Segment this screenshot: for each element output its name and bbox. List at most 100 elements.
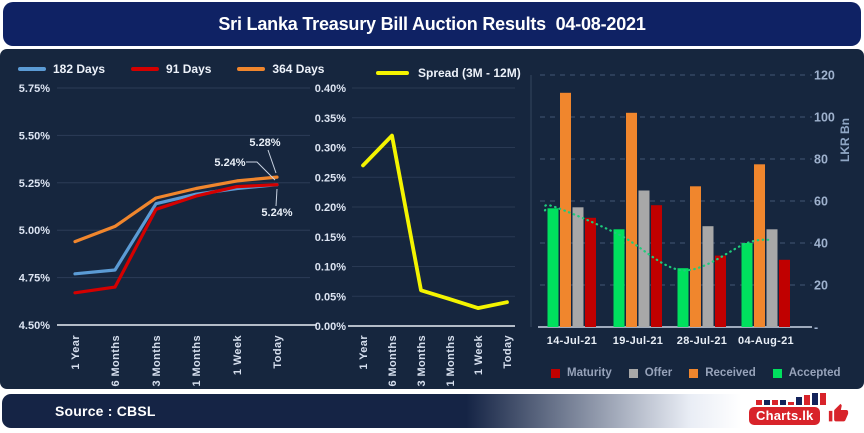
bar-accepted-04-aug-21 <box>741 243 753 327</box>
auction-y-tick: 20 <box>814 279 828 293</box>
yields-x-tick: Today <box>272 335 284 369</box>
data-label-91-days: 5.24% <box>261 207 292 219</box>
bar-accepted-14-jul-21 <box>547 208 559 327</box>
bar-maturity-19-jul-21 <box>651 205 662 327</box>
legend-item-accepted: Accepted <box>772 367 841 379</box>
legend-item-received: Received <box>689 367 756 379</box>
leader-line <box>246 161 276 181</box>
source-label: Source : CBSL <box>55 403 156 419</box>
data-label-182-days: 5.24% <box>214 157 245 169</box>
chart-panel: 5.75% 5.50% 5.25% 5.00% 4.75% 4.50% 1 Year 6 Mo… <box>0 49 864 389</box>
legend-item-offer: Offer <box>628 367 673 379</box>
legend-swatch-offer <box>628 368 638 378</box>
legend-label-accepted: Accepted <box>788 367 841 379</box>
legend-label-91-days: 91 Days <box>166 62 212 76</box>
auction-y-tick: 80 <box>814 153 828 167</box>
auction-x-tick: 04-Aug-21 <box>738 335 794 347</box>
bar-chart-icon <box>756 393 826 405</box>
yields-y-tick: 5.75% <box>19 83 50 95</box>
legend-label-received: Received <box>705 367 756 379</box>
legend-swatch-91-days <box>131 67 160 71</box>
title-bar: Sri Lanka Treasury Bill Auction Results … <box>3 2 861 46</box>
leader-line <box>275 188 278 207</box>
yields-y-tick: 5.25% <box>19 178 50 190</box>
page-title: Sri Lanka Treasury Bill Auction Results … <box>218 13 646 34</box>
thumbs-up-icon <box>828 403 849 422</box>
bar-offer-04-aug-21 <box>766 229 778 327</box>
spread-y-tick: 0.30% <box>315 143 346 155</box>
legend-swatch-received <box>689 368 699 378</box>
data-label-364-days: 5.28% <box>249 137 280 149</box>
bar-maturity-14-jul-21 <box>585 217 596 327</box>
auction-x-tick: 28-Jul-21 <box>677 335 727 347</box>
line-91-days <box>73 183 279 295</box>
yields-y-tick: 4.75% <box>19 273 50 285</box>
bar-received-04-aug-21 <box>754 164 765 328</box>
auction-y-tick: - <box>814 321 818 335</box>
legend-label-364-days: 364 Days <box>272 62 325 76</box>
legend-label-offer: Offer <box>644 367 673 379</box>
chartslk-logo-body: Charts.lk <box>749 393 826 425</box>
legend-item-364-days: 364 Days <box>237 62 324 76</box>
auction-x-tick: 14-Jul-21 <box>547 335 597 347</box>
spread-x-tick: Today <box>502 335 514 369</box>
chartslk-logo[interactable]: Charts.lk <box>749 393 849 425</box>
bar-maturity-04-aug-21 <box>779 259 790 327</box>
spread-y-tick: 0.20% <box>315 202 346 214</box>
spread-x-tick: 1 Months <box>445 335 457 386</box>
yields-legend: 182 Days 91 Days 364 Days <box>18 62 324 76</box>
auction-x-tick: 19-Jul-21 <box>613 335 663 347</box>
bar-accepted-28-jul-21 <box>677 268 689 327</box>
legend-swatch-spread <box>376 70 409 76</box>
spread-x-tick: 6 Months <box>387 335 399 386</box>
legend-swatch-accepted <box>772 368 782 378</box>
footer-bar: Source : CBSL Charts.lk <box>2 393 862 428</box>
auction-y-axis-label: LKR Bn <box>838 118 852 162</box>
yields-y-tick: 5.00% <box>19 225 50 237</box>
bar-offer-14-jul-21 <box>572 207 584 327</box>
yields-y-tick: 5.50% <box>19 130 50 142</box>
auction-y-tick: 40 <box>814 237 828 251</box>
yields-x-tick: 1 Week <box>232 335 244 376</box>
line-spread-3m-12m <box>361 133 509 311</box>
bar-maturity-28-jul-21 <box>715 255 726 327</box>
charts-canvas: 5.75% 5.50% 5.25% 5.00% 4.75% 4.50% 1 Year 6 Mo… <box>19 69 852 387</box>
legend-label-maturity: Maturity <box>567 367 612 379</box>
bar-offer-28-jul-21 <box>702 226 714 327</box>
bar-accepted-19-jul-21 <box>613 229 625 327</box>
spread-y-tick: 0.35% <box>315 113 346 125</box>
legend-swatch-182-days <box>18 67 46 71</box>
spread-y-tick: 0.10% <box>315 262 346 274</box>
auction-y-tick: 120 <box>814 69 835 83</box>
yields-x-tick: 1 Year <box>70 335 82 370</box>
spread-x-tick: 1 Week <box>473 335 485 376</box>
legend-item-91-days: 91 Days <box>131 62 211 76</box>
spread-legend: Spread (3M - 12M) <box>376 66 521 80</box>
bar-received-28-jul-21 <box>690 186 701 327</box>
yields-y-tick: 4.50% <box>19 320 50 332</box>
spread-y-tick: 0.05% <box>315 291 346 303</box>
chartslk-badge: Charts.lk <box>749 407 821 425</box>
yields-x-tick: 3 Months <box>151 335 163 386</box>
bar-offer-19-jul-21 <box>638 190 650 327</box>
spread-x-tick: 1 Year <box>358 335 370 370</box>
legend-item-182-days: 182 Days <box>18 62 105 76</box>
auction-y-tick: 100 <box>814 111 835 125</box>
spread-y-tick: 0.00% <box>315 321 346 333</box>
trend-accepted-trend <box>543 204 774 272</box>
legend-label-182-days: 182 Days <box>53 62 106 76</box>
spread-y-tick: 0.15% <box>315 232 346 244</box>
legend-label-spread: Spread (3M - 12M) <box>418 66 521 80</box>
bar-received-19-jul-21 <box>626 112 637 327</box>
auction-legend: Maturity Offer Received Accepted <box>551 367 841 379</box>
line-364-days <box>73 175 279 244</box>
auction-y-tick: 60 <box>814 195 828 209</box>
yields-x-tick: 1 Months <box>191 335 203 386</box>
leader-line <box>267 149 277 174</box>
legend-swatch-364-days <box>237 67 266 71</box>
legend-swatch-maturity <box>551 368 560 378</box>
spread-x-tick: 3 Months <box>416 335 428 386</box>
spread-y-tick: 0.40% <box>315 83 346 95</box>
yields-x-tick: 6 Months <box>110 335 122 386</box>
legend-item-maturity: Maturity <box>551 367 612 379</box>
